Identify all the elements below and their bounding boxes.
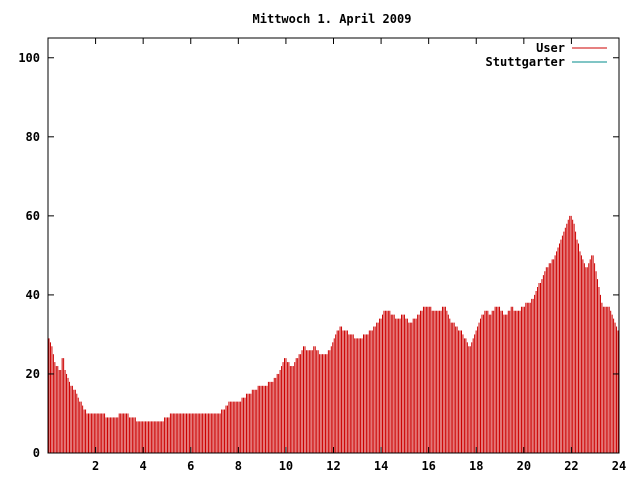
legend-label-user: User bbox=[536, 41, 565, 55]
x-tick-label: 2 bbox=[92, 459, 99, 473]
x-tick-label: 20 bbox=[517, 459, 531, 473]
x-axis: 2 4 6 8 10 12 14 16 18 20 22 24 bbox=[92, 38, 626, 473]
x-tick-label: 18 bbox=[469, 459, 483, 473]
bar-series-user bbox=[48, 215, 619, 453]
chart-title: Mittwoch 1. April 2009 bbox=[253, 12, 412, 26]
y-tick-label: 40 bbox=[26, 288, 40, 302]
x-tick-label: 4 bbox=[140, 459, 147, 473]
x-tick-label: 8 bbox=[235, 459, 242, 473]
x-tick-label: 14 bbox=[374, 459, 388, 473]
y-tick-label: 0 bbox=[33, 446, 40, 460]
x-tick-label: 24 bbox=[612, 459, 626, 473]
x-tick-label: 12 bbox=[326, 459, 340, 473]
y-tick-label: 80 bbox=[26, 130, 40, 144]
x-tick-label: 6 bbox=[187, 459, 194, 473]
y-axis: 0 20 40 60 80 100 bbox=[18, 51, 619, 460]
legend: User Stuttgarter bbox=[486, 41, 607, 69]
x-tick-label: 16 bbox=[421, 459, 435, 473]
legend-label-stuttgarter: Stuttgarter bbox=[486, 55, 565, 69]
y-tick-label: 100 bbox=[18, 51, 40, 65]
y-tick-label: 20 bbox=[26, 367, 40, 381]
y-tick-label: 60 bbox=[26, 209, 40, 223]
x-tick-label: 10 bbox=[279, 459, 293, 473]
x-tick-label: 22 bbox=[564, 459, 578, 473]
